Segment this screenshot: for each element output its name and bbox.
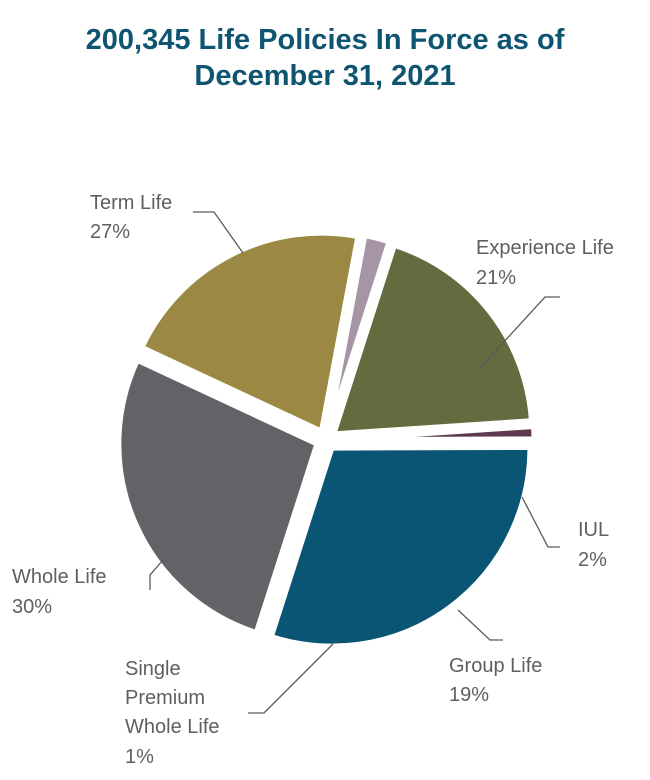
- leader-term-life: [193, 211, 244, 254]
- slice-iul: [325, 232, 393, 432]
- slice-single-premium-whole-life: [335, 423, 537, 443]
- slice-experience-life: [138, 230, 361, 435]
- label-iul-pct: 2%: [578, 549, 607, 571]
- leader-group-life: [457, 609, 503, 641]
- leader-lines: [149, 211, 560, 714]
- label-group-life-pct: 19%: [449, 684, 489, 706]
- label-term-life-pct: 27%: [90, 221, 130, 243]
- label-single-premium-line1: Single: [125, 658, 181, 680]
- leader-iul: [521, 496, 560, 548]
- pie-slices: [116, 230, 537, 649]
- chart-title-line1: 200,345 Life Policies In Force as of: [85, 24, 565, 56]
- chart-title: 200,345 Life Policies In Force as of Dec…: [0, 22, 650, 94]
- label-single-premium-pct: 1%: [125, 746, 154, 768]
- label-whole-life-name: Whole Life: [12, 566, 107, 588]
- slice-labels: Term Life 27% Experience Life 21% IUL 2%…: [12, 192, 614, 768]
- label-single-premium-line2: Premium: [125, 687, 205, 709]
- slice-whole-life: [268, 444, 533, 649]
- label-term-life-name: Term Life: [90, 192, 172, 214]
- label-experience-life-pct: 21%: [476, 267, 516, 289]
- leader-experience-life: [479, 296, 560, 369]
- leader-whole-life: [149, 559, 164, 590]
- slice-group-life: [330, 242, 535, 437]
- leader-single-premium: [248, 643, 334, 714]
- label-single-premium-line3: Whole Life: [125, 716, 220, 738]
- label-group-life-name: Group Life: [449, 655, 542, 677]
- label-whole-life-pct: 30%: [12, 596, 52, 618]
- slice-term-life: [116, 357, 320, 636]
- label-experience-life-name: Experience Life: [476, 237, 614, 259]
- label-iul-name: IUL: [578, 519, 609, 541]
- chart-title-line2: December 31, 2021: [194, 60, 456, 92]
